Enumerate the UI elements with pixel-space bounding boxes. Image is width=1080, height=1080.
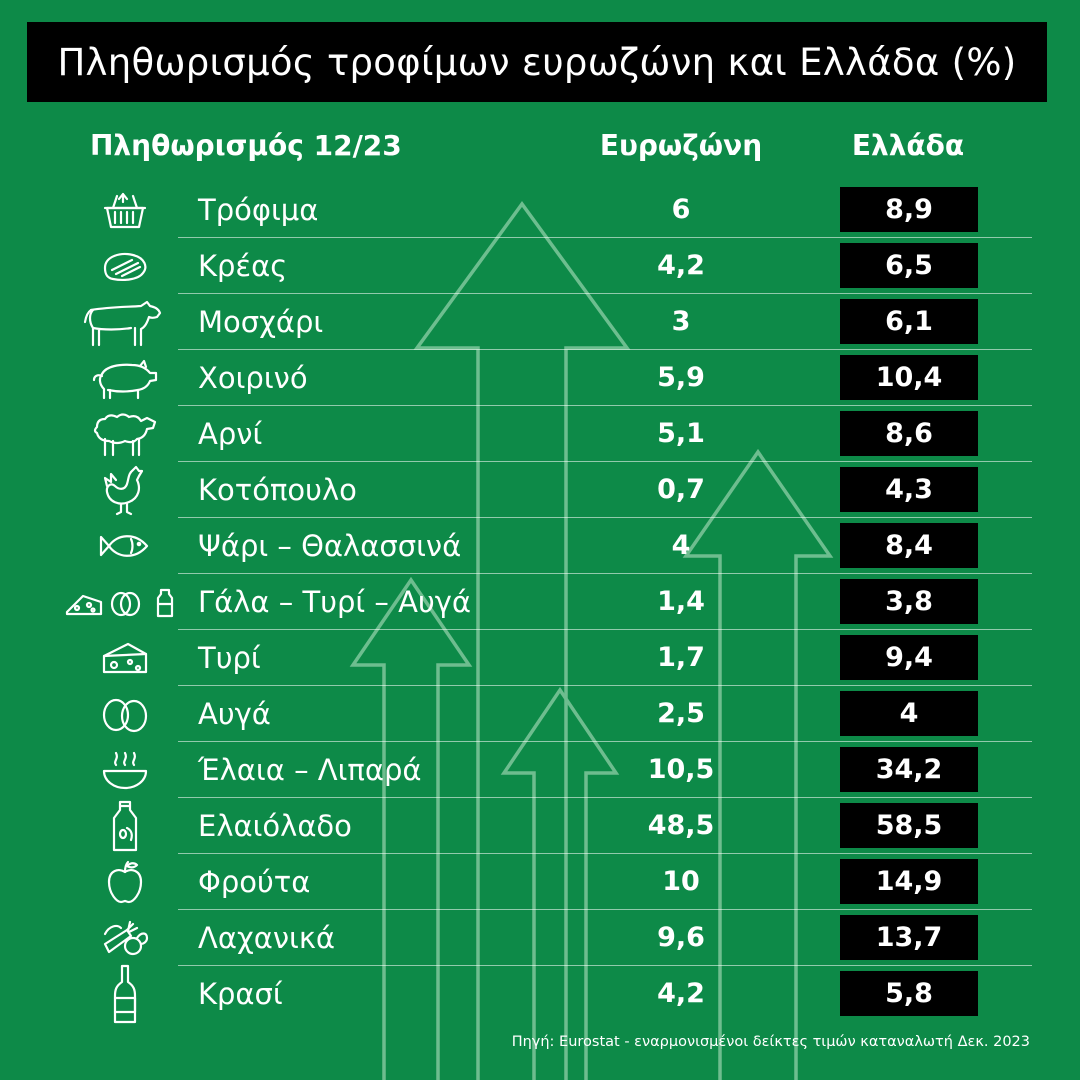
eurozone-value: 4,2 xyxy=(657,250,705,281)
row-divider xyxy=(178,629,1032,630)
row-divider xyxy=(178,237,1032,238)
row-label: Λαχανικά xyxy=(198,921,336,955)
row-label: Μοσχάρι xyxy=(198,305,324,339)
eurozone-value: 10 xyxy=(662,866,700,897)
row-label: Φρούτα xyxy=(198,865,311,899)
greece-value: 8,6 xyxy=(840,411,978,456)
table-row: Κοτόπουλο 0,7 4,3 xyxy=(0,462,1080,518)
greece-value: 9,4 xyxy=(840,635,978,680)
greece-value: 13,7 xyxy=(840,915,978,960)
eurozone-value: 2,5 xyxy=(657,698,705,729)
table-row: Γάλα – Τυρί – Αυγά 1,4 3,8 xyxy=(0,574,1080,630)
greece-value: 58,5 xyxy=(840,803,978,848)
header-greece: Ελλάδα xyxy=(851,129,965,162)
row-label: Ελαιόλαδο xyxy=(198,809,352,843)
greece-value: 10,4 xyxy=(840,355,978,400)
table-row: Αυγά 2,5 4 xyxy=(0,686,1080,742)
table-row: Τυρί 1,7 9,4 xyxy=(0,630,1080,686)
row-label: Τρόφιμα xyxy=(198,193,319,227)
vegetables-icon xyxy=(60,916,190,960)
table-row: Κρασί 4,2 5,8 xyxy=(0,964,1080,1024)
row-label: Κρασί xyxy=(198,977,283,1011)
steak-icon xyxy=(60,244,190,288)
row-divider xyxy=(178,797,1032,798)
cow-icon xyxy=(60,300,190,347)
chart-title: Πληθωρισμός τροφίμων ευρωζώνη και Ελλάδα… xyxy=(57,40,1017,84)
greece-value: 8,9 xyxy=(840,187,978,232)
dairy-icon xyxy=(60,580,190,624)
header-label: Πληθωρισμός 12/23 xyxy=(90,129,402,162)
table-row: Τρόφιμα 6 8,9 xyxy=(0,182,1080,238)
table-row: Ελαιόλαδο 48,5 58,5 xyxy=(0,798,1080,854)
eurozone-value: 9,6 xyxy=(657,922,705,953)
row-divider xyxy=(178,293,1032,294)
row-divider xyxy=(178,965,1032,966)
greece-value: 4,3 xyxy=(840,467,978,512)
eurozone-value: 0,7 xyxy=(657,474,705,505)
greece-value: 6,1 xyxy=(840,299,978,344)
table-row: Φρούτα 10 14,9 xyxy=(0,854,1080,910)
row-label: Ψάρι – Θαλασσινά xyxy=(198,529,462,563)
row-divider xyxy=(178,685,1032,686)
chicken-icon xyxy=(60,465,190,516)
table-row: Χοιρινό 5,9 10,4 xyxy=(0,350,1080,406)
table-row: Μοσχάρι 3 6,1 xyxy=(0,294,1080,350)
eurozone-value: 5,9 xyxy=(657,362,705,393)
row-label: Αρνί xyxy=(198,417,263,451)
title-bar: Πληθωρισμός τροφίμων ευρωζώνη και Ελλάδα… xyxy=(27,22,1047,102)
fish-icon xyxy=(60,524,190,568)
pig-icon xyxy=(60,356,190,400)
bowl-icon xyxy=(60,748,190,792)
eurozone-value: 10,5 xyxy=(647,754,715,785)
eurozone-value: 1,7 xyxy=(657,642,705,673)
sheep-icon xyxy=(60,412,190,457)
greece-value: 6,5 xyxy=(840,243,978,288)
row-divider xyxy=(178,349,1032,350)
greece-value: 14,9 xyxy=(840,859,978,904)
eurozone-value: 4,2 xyxy=(657,978,705,1009)
eurozone-value: 4 xyxy=(671,530,691,561)
row-label: Τυρί xyxy=(198,641,261,675)
source-note: Πηγή: Eurostat - εναρμονισμένοι δείκτες … xyxy=(511,1034,1030,1050)
row-label: Έλαια – Λιπαρά xyxy=(198,753,422,787)
eurozone-value: 1,4 xyxy=(657,586,705,617)
table-row: Ψάρι – Θαλασσινά 4 8,4 xyxy=(0,518,1080,574)
greece-value: 34,2 xyxy=(840,747,978,792)
row-label: Χοιρινό xyxy=(198,361,308,395)
header-eurozone: Ευρωζώνη xyxy=(599,129,763,162)
table-row: Αρνί 5,1 8,6 xyxy=(0,406,1080,462)
row-divider xyxy=(178,461,1032,462)
row-label: Κοτόπουλο xyxy=(198,473,357,507)
row-divider xyxy=(178,573,1032,574)
row-divider xyxy=(178,741,1032,742)
row-label: Αυγά xyxy=(198,697,271,731)
table-row: Κρέας 4,2 6,5 xyxy=(0,238,1080,294)
olive-oil-icon xyxy=(60,800,190,852)
row-divider xyxy=(178,517,1032,518)
row-divider xyxy=(178,909,1032,910)
greece-value: 4 xyxy=(840,691,978,736)
table-row: Έλαια – Λιπαρά 10,5 34,2 xyxy=(0,742,1080,798)
greece-value: 8,4 xyxy=(840,523,978,568)
apple-icon xyxy=(60,860,190,904)
row-divider xyxy=(178,853,1032,854)
eurozone-value: 5,1 xyxy=(657,418,705,449)
row-label: Κρέας xyxy=(198,249,288,283)
eggs-icon xyxy=(60,692,190,736)
cheese-icon xyxy=(60,636,190,680)
greece-value: 3,8 xyxy=(840,579,978,624)
eurozone-value: 3 xyxy=(671,306,691,337)
basket-icon xyxy=(60,188,190,232)
row-divider xyxy=(178,405,1032,406)
table-row: Λαχανικά 9,6 13,7 xyxy=(0,910,1080,966)
wine-bottle-icon xyxy=(60,964,190,1024)
eurozone-value: 6 xyxy=(671,194,691,225)
eurozone-value: 48,5 xyxy=(647,810,715,841)
row-label: Γάλα – Τυρί – Αυγά xyxy=(198,585,472,619)
greece-value: 5,8 xyxy=(840,971,978,1016)
